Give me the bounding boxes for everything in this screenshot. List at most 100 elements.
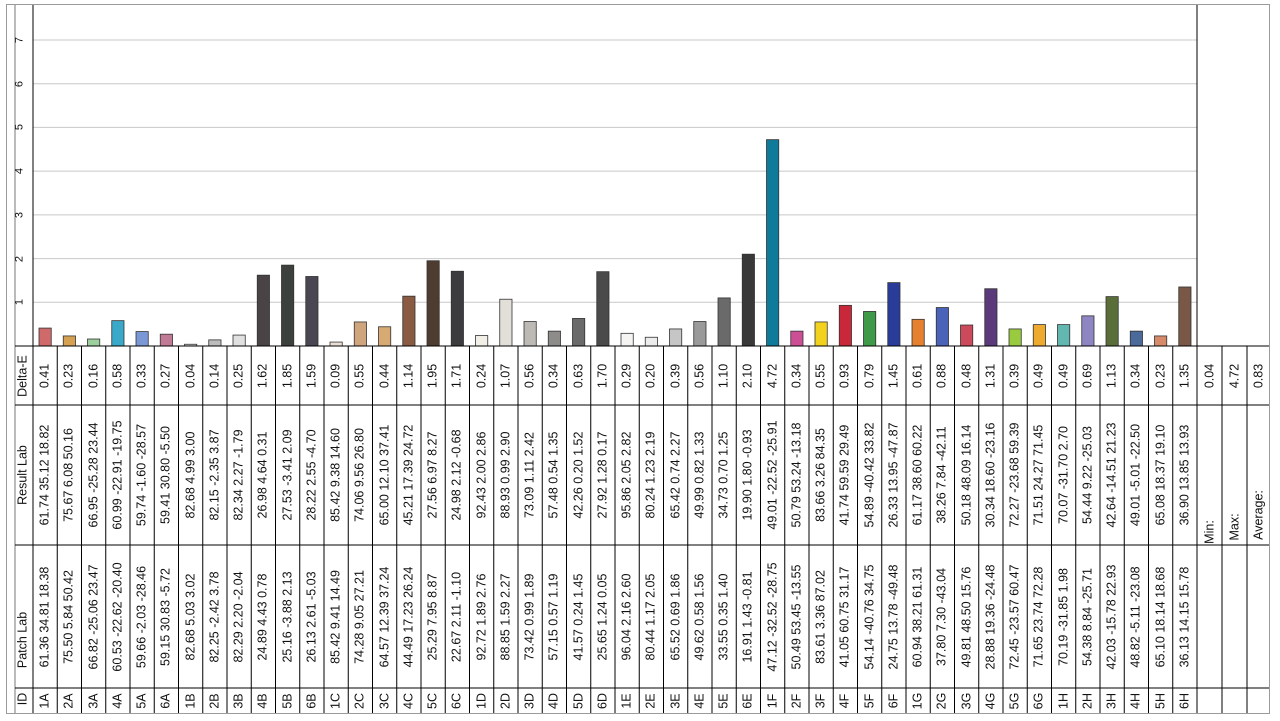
bar-5B [281, 264, 295, 347]
id-cell: 6B [304, 692, 319, 709]
delta-e-cell: 1.95 [425, 363, 440, 388]
delta-e-cell: 0.25 [231, 363, 246, 388]
result-lab-cell: 57.48 0.54 1.35 [546, 431, 561, 519]
patch-lab-cell: 24.75 13.78 -49.48 [886, 564, 901, 669]
result-lab-cell: 75.67 6.08 50.16 [61, 428, 76, 522]
bar-2G [935, 307, 949, 347]
result-lab-cell: 61.17 38.60 60.22 [910, 424, 925, 526]
patch-lab-cell: 44.49 17.23 26.24 [401, 566, 416, 667]
id-cell: 6C [449, 692, 464, 709]
id-cell: 5C [425, 692, 440, 709]
patch-lab-cell: 41.05 60.75 31.17 [837, 566, 852, 667]
bar-4A [111, 320, 125, 347]
bar-1H [1057, 324, 1071, 347]
summary-average-value: 0.83 [1251, 363, 1266, 389]
delta-e-cell: 0.23 [1153, 363, 1168, 388]
result-lab-cell: 36.90 13.85 13.93 [1177, 424, 1192, 526]
id-cell: 5H [1153, 692, 1168, 709]
patch-lab-cell: 28.88 19.36 -24.48 [983, 564, 998, 669]
delta-e-cell: 1.59 [304, 363, 319, 388]
id-cell: 6D [595, 692, 610, 709]
bar-6G [1032, 324, 1046, 347]
delta-e-cell: 1.45 [886, 363, 901, 388]
result-lab-cell: 65.00 12.10 37.41 [377, 424, 392, 526]
delta-e-cell: 0.16 [86, 363, 101, 388]
id-cell: 3B [231, 692, 246, 709]
patch-lab-cell: 83.61 3.36 87.02 [813, 569, 828, 664]
patch-lab-cell: 41.57 0.24 1.45 [571, 573, 586, 660]
delta-e-cell: 0.58 [110, 363, 125, 388]
id-cell: 4A [110, 692, 125, 709]
delta-e-cell: 1.07 [498, 363, 513, 388]
delta-e-cell: 0.24 [474, 363, 489, 388]
id-cell: 1D [474, 692, 489, 709]
id-cell: 4B [255, 692, 270, 709]
bar-4C [402, 295, 416, 347]
header-patch-lab: Patch Lab [15, 611, 30, 669]
id-cell: 2G [934, 692, 949, 709]
bar-chart [14, 5, 1269, 713]
bar-5H [1154, 335, 1168, 347]
result-lab-cell: 28.22 2.55 -4.70 [304, 429, 319, 521]
id-cell: 1C [328, 692, 343, 709]
id-cell: 4E [692, 692, 707, 709]
delta-e-cell: 0.49 [1031, 363, 1046, 388]
id-cell: 1E [619, 692, 634, 709]
patch-lab-cell: 54.38 8.84 -25.71 [1080, 567, 1095, 666]
patch-lab-cell: 37.80 7.30 -43.04 [934, 567, 949, 666]
delta-e-cell: 0.56 [692, 363, 707, 388]
bar-4H [1129, 330, 1143, 347]
result-lab-cell: 49.01 -22.52 -25.91 [765, 420, 780, 530]
delta-e-cell: 0.93 [837, 363, 852, 388]
result-lab-cell: 59.41 30.80 -5.50 [158, 426, 173, 524]
patch-lab-cell: 22.67 2.11 -1.10 [449, 571, 464, 662]
y-tick-label: 6 [13, 80, 26, 87]
patch-lab-cell: 59.66 -2.03 -28.46 [134, 565, 149, 668]
patch-lab-cell: 25.29 7.95 8.87 [425, 573, 440, 660]
bar-4B [256, 274, 270, 347]
result-lab-cell: 72.27 -23.68 59.39 [1007, 422, 1022, 528]
patch-lab-cell: 57.15 0.57 1.19 [546, 573, 561, 660]
bar-6F [887, 282, 901, 347]
result-lab-cell: 49.99 0.82 1.33 [692, 431, 707, 519]
bar-3H [1105, 296, 1119, 347]
id-cell: 6F [886, 693, 901, 708]
id-cell: 6A [158, 692, 173, 709]
y-tick-label: 2 [13, 255, 26, 262]
id-cell: 3E [668, 692, 683, 709]
delta-e-cell: 0.61 [910, 363, 925, 388]
bar-1G [911, 318, 925, 347]
patch-lab-cell: 85.42 9.41 14.49 [328, 569, 343, 664]
result-lab-cell: 80.24 1.23 2.19 [643, 431, 658, 519]
patch-lab-cell: 60.53 -22.62 -20.40 [110, 561, 125, 672]
id-cell: 6G [1031, 692, 1046, 709]
bar-2E [644, 336, 658, 347]
bar-3G [960, 324, 974, 347]
result-lab-cell: 59.74 -1.60 -28.57 [134, 423, 149, 527]
id-cell: 3D [522, 692, 537, 709]
result-lab-cell: 54.44 9.22 -25.03 [1080, 426, 1095, 524]
bar-3A [87, 338, 101, 347]
result-lab-cell: 42.64 -14.51 21.23 [1104, 422, 1119, 528]
result-lab-cell: 82.68 4.99 3.00 [183, 431, 198, 519]
y-tick-label: 4 [13, 168, 26, 175]
result-lab-cell: 85.42 9.38 14.60 [328, 428, 343, 522]
patch-lab-cell: 24.89 4.43 0.78 [255, 573, 270, 660]
bar-6A [159, 333, 173, 347]
bar-3D [523, 321, 537, 347]
patch-lab-cell: 16.91 1.43 -0.81 [740, 570, 755, 663]
patch-lab-cell: 66.82 -25.06 23.47 [86, 564, 101, 669]
result-lab-cell: 71.51 24.27 71.45 [1031, 424, 1046, 526]
id-cell: 5F [862, 693, 877, 708]
result-lab-cell: 24.98 2.12 -0.68 [449, 429, 464, 521]
bar-2D [499, 298, 513, 347]
bar-2B [208, 339, 222, 347]
result-lab-cell: 65.08 18.37 19.10 [1153, 424, 1168, 526]
patch-lab-cell: 26.13 2.61 -5.03 [304, 570, 319, 663]
result-lab-cell: 54.89 -40.42 33.82 [862, 422, 877, 528]
patch-lab-cell: 61.36 34.81 18.38 [37, 566, 52, 667]
chart-frame: 1 2 3 4 5 6 7 0.41 61.74 35.12 18.82 61.36 34.81 … [6, 4, 1270, 714]
y-tick-label: 3 [13, 211, 26, 218]
result-lab-cell: 49.01 -5.01 -22.50 [1128, 423, 1143, 527]
id-cell: 4H [1128, 692, 1143, 709]
